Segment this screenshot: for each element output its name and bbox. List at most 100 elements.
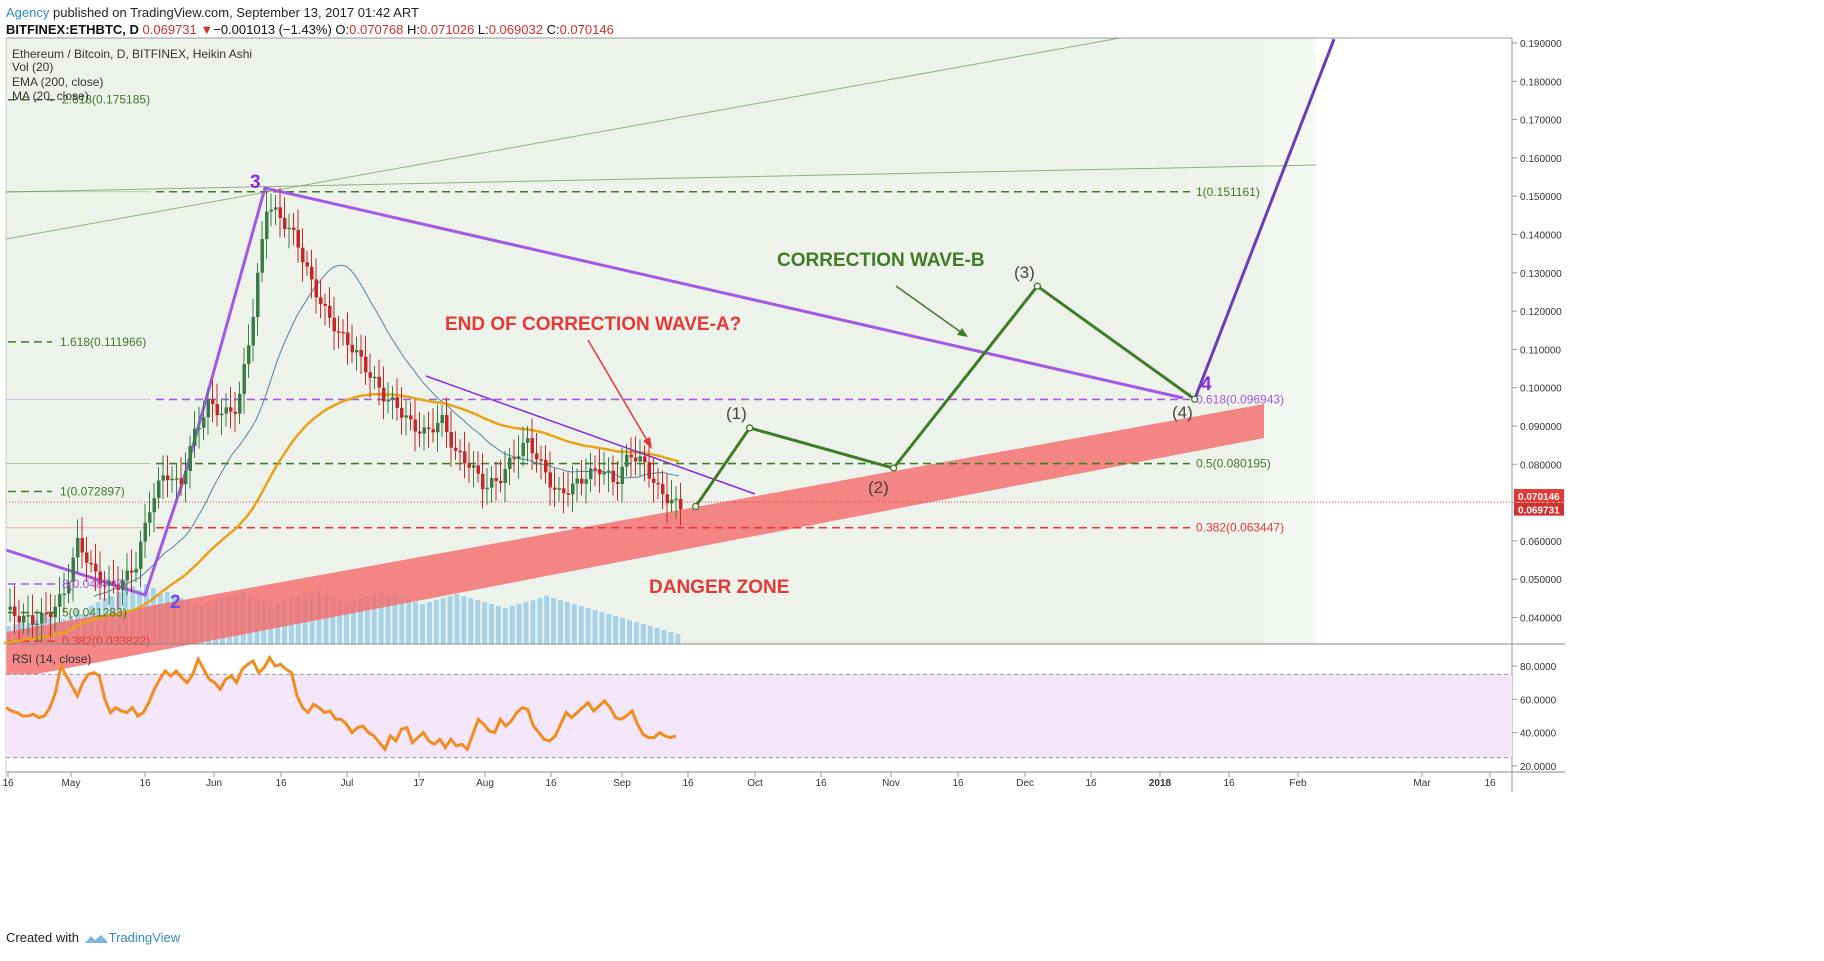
x-tick-label: 17 <box>413 778 425 789</box>
y-tick-label: 0.040000 <box>1520 614 1562 625</box>
candle-body <box>526 438 530 443</box>
candle-body <box>256 272 260 317</box>
candle-body <box>242 364 246 394</box>
candle-body <box>670 499 674 504</box>
projection-segment <box>892 285 1039 470</box>
rsi-y-tick-label: 40.0000 <box>1520 729 1557 740</box>
candle-body <box>314 279 318 298</box>
projection-segment <box>749 426 894 470</box>
candle-body <box>490 477 494 488</box>
volume-bar <box>537 598 543 644</box>
x-tick-label: Jul <box>341 778 354 789</box>
candle-body <box>166 475 170 481</box>
volume-bar <box>364 596 370 644</box>
arrow-wave-b <box>895 285 963 334</box>
candle-body <box>238 393 242 414</box>
candle-body <box>179 478 183 485</box>
volume-bar <box>344 602 350 644</box>
candle-body <box>188 446 192 471</box>
candle-body <box>454 447 458 451</box>
candle-body <box>80 537 84 553</box>
rsi-y-tick-label: 20.0000 <box>1520 762 1557 773</box>
candle-body <box>625 454 629 467</box>
volume-bar <box>668 632 674 644</box>
x-tick-label: 16 <box>682 778 694 789</box>
candle-body <box>656 482 660 485</box>
candle-body <box>584 479 588 484</box>
candle-body <box>193 428 197 447</box>
candle-body <box>296 230 300 248</box>
candle-body <box>260 239 264 273</box>
x-tick-label: 16 <box>275 778 287 789</box>
candle-body <box>13 606 17 617</box>
x-tick-label: 16 <box>1484 778 1496 789</box>
volume-bar <box>627 620 632 644</box>
candle-body <box>319 297 323 305</box>
candle-body <box>665 494 669 504</box>
candle-body <box>125 570 129 581</box>
volume-bar <box>647 626 653 644</box>
candle-body <box>521 442 525 457</box>
y-tick-label: 0.050000 <box>1520 575 1562 586</box>
candle-body <box>274 207 278 210</box>
candle-body <box>368 372 372 378</box>
candle-body <box>535 453 539 460</box>
candle-body <box>26 615 30 617</box>
fib-level-label: 0.382(0.063447) <box>1196 521 1284 535</box>
candle-body <box>431 429 435 433</box>
candle-body <box>215 404 219 416</box>
candle-body <box>499 480 503 484</box>
candle-body <box>544 459 548 473</box>
x-tick-label: 16 <box>1223 778 1235 789</box>
fib-level-label: 1(0.072897) <box>60 485 125 499</box>
y-tick-label: 0.100000 <box>1520 384 1562 395</box>
volume-bar <box>613 616 619 644</box>
arrow-wave-a-head <box>643 437 652 449</box>
author-link[interactable]: Agency <box>6 5 50 20</box>
candle-body <box>494 477 498 481</box>
candle-body <box>76 537 80 558</box>
volume-bar <box>599 612 605 644</box>
candle-body <box>679 498 683 510</box>
candle-body <box>562 488 566 494</box>
candle-body <box>206 399 210 418</box>
candle-body <box>629 454 633 458</box>
projection-segment <box>694 427 751 508</box>
candle-body <box>170 478 174 481</box>
candle-body <box>301 247 305 263</box>
candle-body <box>148 512 152 523</box>
candle-body <box>8 606 12 610</box>
candle-body <box>197 427 201 430</box>
wave-label-3: 3 <box>250 172 261 193</box>
candle-body <box>481 473 485 490</box>
projection-segment <box>1036 284 1196 401</box>
ohlc-line: BITFINEX:ETHBTC, D 0.069731 ▼−0.001013 (… <box>6 22 614 37</box>
candle-body <box>517 456 521 459</box>
candle-body <box>278 207 282 218</box>
candle-body <box>395 397 399 408</box>
tradingview-link[interactable]: TradingView <box>108 930 181 945</box>
projection-node <box>1191 395 1199 403</box>
volume-bar <box>585 608 591 644</box>
candle-body <box>386 399 390 402</box>
y-tick-label: 0.060000 <box>1520 537 1562 548</box>
ema200-line <box>3 392 680 645</box>
candle-body <box>112 580 116 585</box>
volume-bar <box>482 602 488 644</box>
volume-bar <box>461 596 467 644</box>
candle-body <box>121 580 125 590</box>
candle-body <box>458 450 462 453</box>
volume-bar <box>544 596 550 644</box>
candle-body <box>413 419 417 432</box>
x-tick-label: 16 <box>545 778 557 789</box>
y-tick-label: 0.120000 <box>1520 307 1562 318</box>
x-tick-label: Dec <box>1016 778 1034 789</box>
candle-body <box>674 498 678 501</box>
candle-body <box>638 456 642 462</box>
candle-body <box>530 438 534 454</box>
candle-body <box>85 552 89 563</box>
candle-body <box>602 472 606 475</box>
candle-body <box>485 487 489 490</box>
